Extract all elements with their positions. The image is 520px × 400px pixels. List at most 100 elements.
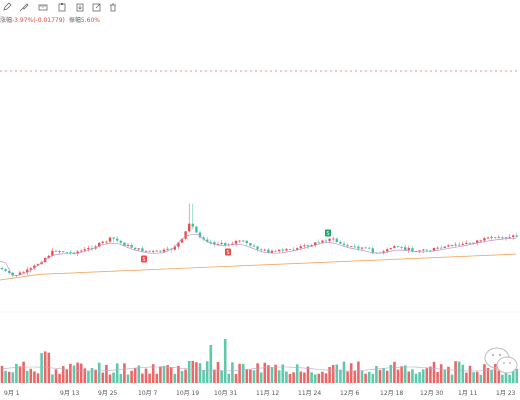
volume-bar (198, 363, 202, 383)
candle-body (209, 241, 212, 243)
candle-body (83, 249, 86, 251)
volume-bar (162, 365, 166, 383)
volume-bar (367, 371, 371, 383)
candle-body (371, 248, 374, 253)
volume-bar (40, 353, 43, 383)
volume-bar (353, 370, 357, 383)
signal-markers: S S S (141, 229, 331, 263)
candle-body (479, 240, 482, 242)
volume-bar (400, 366, 403, 383)
x-axis-label: 12月 18 (380, 390, 403, 397)
candle-body (195, 226, 198, 233)
volume-bar (7, 371, 11, 383)
candle-body (252, 245, 256, 247)
candle-body (382, 251, 385, 253)
candle-body (321, 240, 324, 243)
candle-body (314, 242, 317, 246)
volume-bar (306, 366, 310, 383)
candle-body (389, 248, 392, 250)
x-axis-label: 11月 24 (298, 390, 321, 397)
volume-bar (450, 374, 454, 383)
change-label: 涨幅 (0, 17, 13, 24)
candle-body (357, 246, 360, 249)
volume-bar (511, 370, 515, 383)
candle-body (342, 243, 346, 246)
measure-icon[interactable] (38, 2, 50, 14)
candle-body (231, 243, 234, 245)
candle-body (159, 250, 162, 252)
candle-body (292, 249, 295, 251)
volume-bar (486, 367, 490, 383)
x-axis-label: 9月 25 (98, 390, 118, 397)
signal-marker[interactable] (225, 248, 231, 256)
volume-bar (249, 369, 252, 383)
candle-body (407, 248, 410, 251)
x-axis-label: 9月 1 (4, 390, 20, 397)
signal-marker[interactable] (141, 255, 147, 263)
x-axis-label: 10月 19 (176, 390, 199, 397)
candle-body (105, 241, 108, 243)
volume-bar (342, 361, 346, 383)
volume-bar (310, 372, 313, 383)
volume-bar (454, 361, 457, 383)
volume-moving-average (1, 366, 517, 372)
volume-bar (65, 369, 69, 383)
candle-body (177, 242, 180, 247)
signal-marker-label: S (326, 231, 329, 237)
candle-body (166, 248, 169, 250)
volume-bar (36, 373, 40, 383)
volume-bar (267, 365, 270, 383)
volume-bar (69, 363, 72, 383)
amplitude-label: 振幅 (68, 17, 81, 24)
candle-body (162, 249, 166, 252)
volume-bar (202, 369, 205, 383)
candle-body (134, 247, 137, 250)
volume-bar (259, 372, 263, 383)
moving-average-short (0, 233, 517, 276)
trash-icon[interactable] (108, 2, 120, 14)
signal-marker-label: S (142, 257, 145, 263)
volume-bar (457, 361, 461, 383)
signal-marker[interactable] (325, 229, 331, 237)
candle-body (274, 250, 277, 252)
export-icon[interactable] (75, 2, 87, 14)
candle-body (278, 249, 281, 252)
candle-body (130, 244, 133, 248)
x-axis-label: 10月 31 (214, 390, 237, 397)
volume-bar (403, 365, 407, 383)
candle-body (296, 248, 299, 250)
clipboard-icon[interactable] (57, 2, 69, 14)
volume-bar (393, 361, 396, 383)
volume-bar (331, 365, 335, 383)
volume-bar (97, 362, 101, 383)
drawing-toolbar (0, 0, 520, 16)
volume-bar (216, 361, 220, 383)
edit-icon[interactable] (92, 2, 104, 14)
candle-body (353, 246, 356, 248)
volume-bar (483, 364, 486, 383)
candle-body (119, 240, 122, 243)
candle-body (155, 250, 158, 252)
candle-body (188, 223, 191, 232)
volume-bar (29, 368, 33, 383)
candle-body (328, 238, 331, 241)
x-axis-label: 12月 6 (340, 390, 360, 397)
volume-bar (439, 364, 443, 383)
candle-body (422, 249, 425, 251)
candle-body (29, 268, 32, 270)
volume-bar (461, 364, 465, 383)
candle-body (180, 238, 184, 243)
volume-bar (245, 369, 249, 383)
candle-body (494, 236, 497, 238)
volume-bar (447, 366, 450, 383)
candle-body (404, 247, 407, 251)
brush-icon[interactable] (19, 2, 31, 14)
candle-body (152, 250, 155, 252)
candle-body (242, 240, 245, 242)
candle-body (72, 252, 76, 254)
candle-body (324, 240, 328, 242)
volume-bar (195, 362, 198, 383)
pencil-icon[interactable] (2, 2, 14, 14)
candle-body (245, 240, 248, 244)
